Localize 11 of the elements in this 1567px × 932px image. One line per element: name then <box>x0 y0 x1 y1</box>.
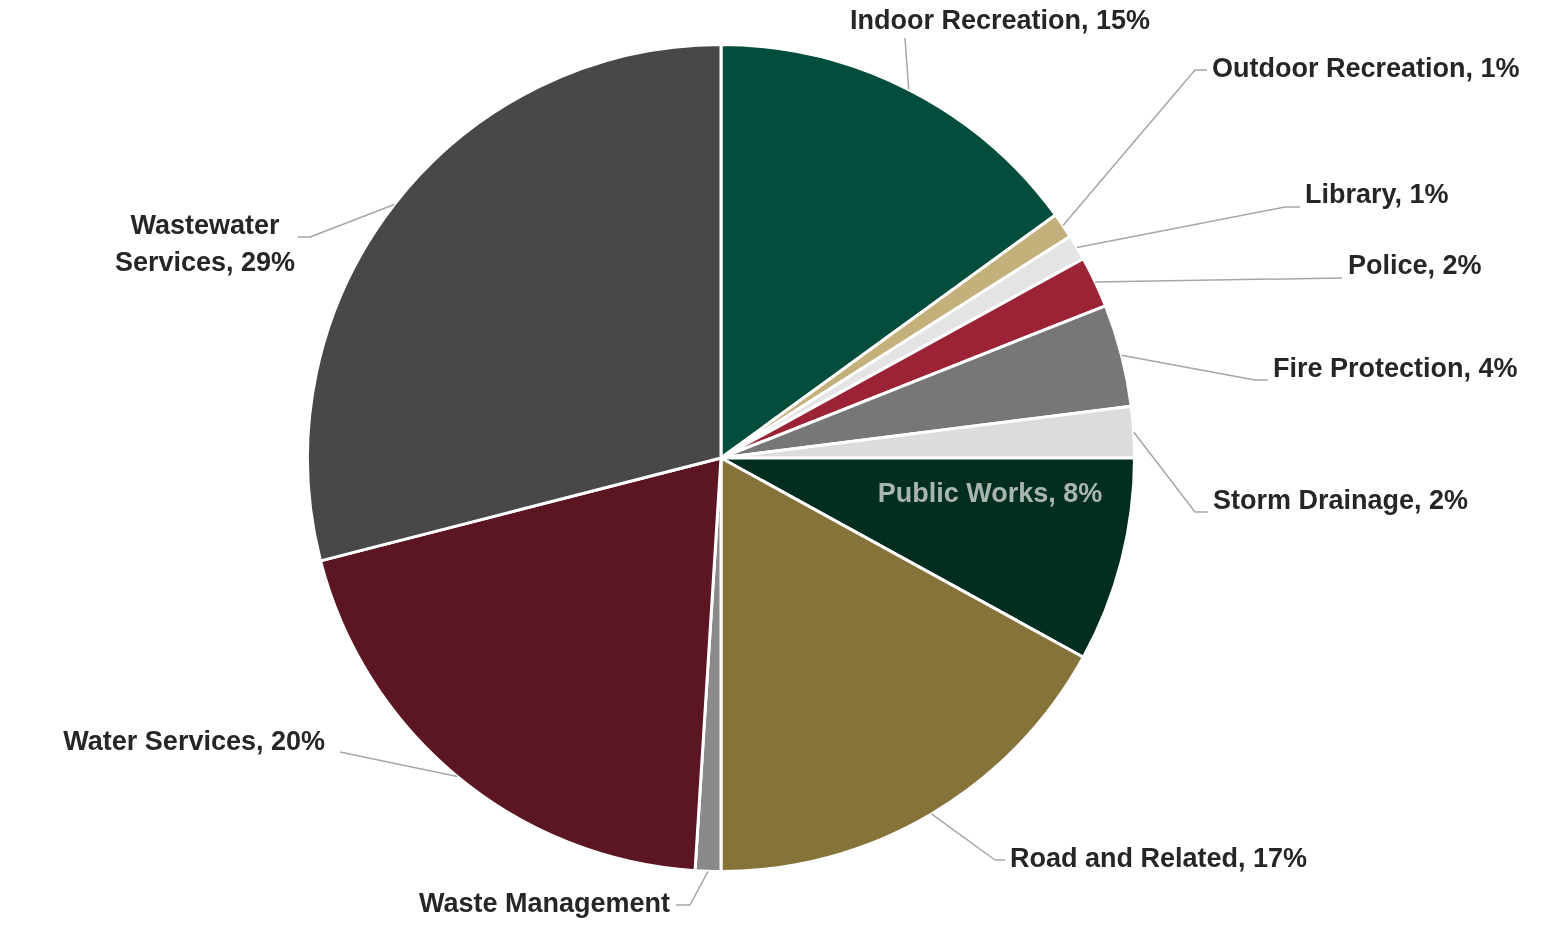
slice-label: Indoor Recreation, 15% <box>849 5 1151 36</box>
slice-label: Water Services, 20% <box>63 726 325 757</box>
slice-label: Waste Management <box>418 888 670 919</box>
slice-label: Road and Related, 17% <box>1010 843 1308 874</box>
slice-label: Police, 2% <box>1348 250 1482 281</box>
slice-label: Outdoor Recreation, 1% <box>1212 53 1520 84</box>
slice-label: Storm Drainage, 2% <box>1213 485 1469 516</box>
slice-label: Wastewater Services, 29% <box>114 210 296 278</box>
slice-label: Fire Protection, 4% <box>1273 353 1518 384</box>
slice-label: Public Works, 8% <box>877 478 1103 509</box>
slice-label: Library, 1% <box>1305 179 1449 210</box>
